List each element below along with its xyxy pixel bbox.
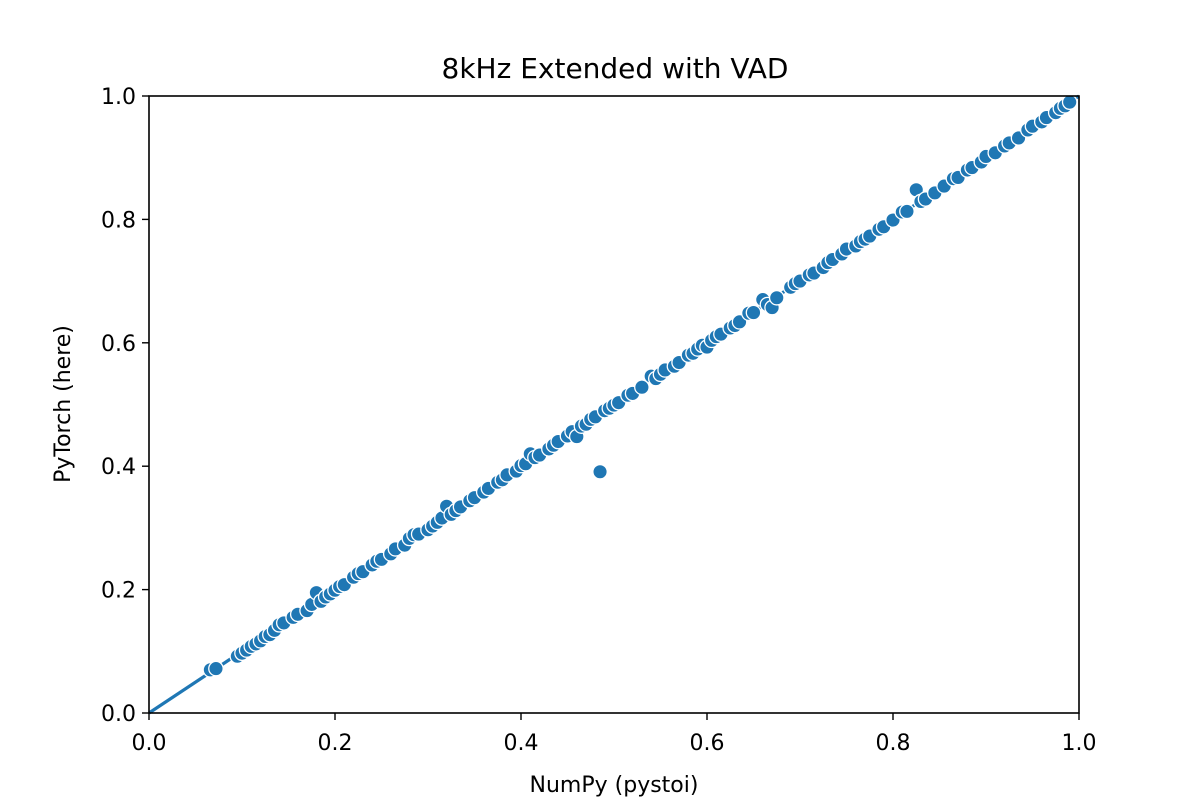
x-tick-label: 0.8 [876, 731, 911, 756]
x-tick-label: 0.6 [690, 731, 725, 756]
scatter-point [208, 660, 224, 677]
scatter-point [768, 289, 785, 306]
scatter-point [1061, 94, 1078, 111]
x-axis-label: NumPy (pystoi) [530, 773, 699, 798]
y-tick-label: 1.0 [101, 85, 136, 110]
scatter-point [634, 379, 650, 396]
plot-frame [148, 95, 1080, 714]
scatter-point [592, 463, 608, 480]
y-tick-label: 0.2 [101, 579, 136, 604]
scatter-point [745, 304, 762, 321]
x-tick-label: 0.4 [504, 731, 539, 756]
x-tick-label: 1.0 [1062, 731, 1097, 756]
marks-layer [148, 94, 1080, 715]
chart-title: 8kHz Extended with VAD [442, 52, 789, 85]
x-tick-label: 0.0 [132, 731, 167, 756]
y-tick-label: 0.6 [101, 332, 136, 357]
y-tick-label: 0.8 [101, 208, 136, 233]
y-axis-label: PyTorch (here) [51, 325, 76, 483]
axes-layer: 0.0 0.2 0.4 0.6 0.8 1.0 0.0 0.2 0.4 0.6 0.8 1.0 [101, 85, 1097, 756]
y-tick-label: 0.4 [101, 455, 136, 480]
x-tick-label: 0.2 [318, 731, 353, 756]
y-tick-label: 0.0 [101, 702, 136, 727]
scatter-point [899, 203, 915, 220]
